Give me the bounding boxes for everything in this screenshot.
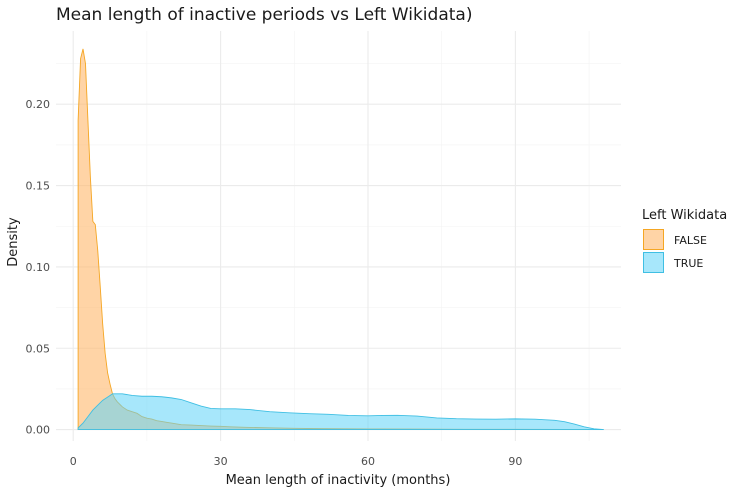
grid-lines	[56, 31, 621, 441]
x-tick-label: 30	[214, 455, 228, 468]
legend: Left Wikidata FALSE TRUE	[642, 208, 727, 273]
x-tick-label: 0	[70, 455, 77, 468]
legend-title: Left Wikidata	[642, 208, 727, 223]
y-axis-title: Density	[6, 217, 21, 267]
chart-title: Mean length of inactive periods vs Left …	[56, 5, 472, 25]
legend-label-false: FALSE	[674, 234, 707, 247]
x-tick-label: 90	[508, 455, 522, 468]
x-tick-label: 60	[361, 455, 375, 468]
y-axis-ticks: 0.00 0.05 0.10 0.15 0.20	[26, 98, 51, 436]
x-axis-title: Mean length of inactivity (months)	[226, 473, 451, 488]
legend-label-true: TRUE	[673, 257, 703, 270]
y-tick-label: 0.00	[26, 424, 51, 437]
density-area-false	[77, 48, 590, 431]
density-areas	[77, 48, 604, 431]
y-tick-label: 0.10	[26, 261, 51, 274]
y-tick-label: 0.15	[26, 180, 51, 193]
legend-swatch-true	[643, 252, 664, 273]
legend-items: FALSE TRUE	[643, 229, 707, 273]
y-tick-label: 0.05	[26, 342, 51, 355]
legend-swatch-false	[643, 229, 664, 250]
y-tick-label: 0.20	[26, 98, 51, 111]
x-axis-ticks: 0 30 60 90	[70, 455, 523, 468]
density-area-true	[77, 393, 604, 431]
